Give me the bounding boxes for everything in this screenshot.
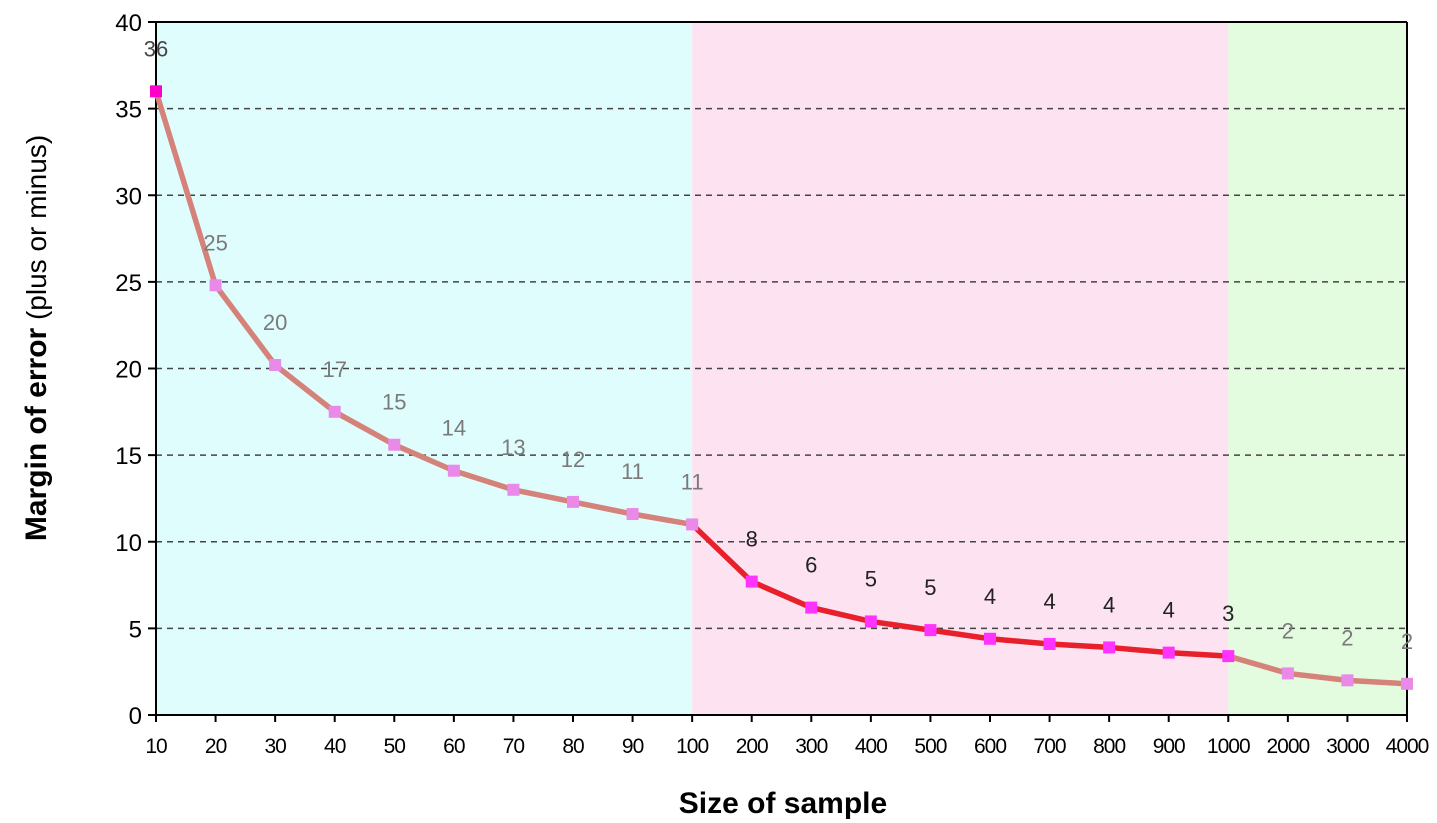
data-label-7: 12 [561, 447, 585, 472]
data-label-1: 25 [203, 230, 227, 255]
data-point-7 [567, 495, 579, 508]
y-tick-label-0: 0 [129, 703, 142, 730]
data-point-9 [686, 518, 699, 531]
x-tick-label-6: 70 [503, 735, 525, 758]
data-point-6 [507, 483, 520, 496]
x-tick-label-18: 1000 [1207, 735, 1250, 758]
y-axis-title-normal: (plus or minus) [21, 135, 52, 328]
data-point-20 [1341, 674, 1354, 687]
x-tick-label-0: 10 [145, 735, 167, 758]
series-line-segment-1 [689, 521, 1232, 659]
data-point-12 [864, 615, 877, 628]
y-tick-label-6: 30 [115, 183, 142, 210]
x-tick-label-9: 100 [676, 735, 708, 758]
data-label-11: 6 [805, 553, 817, 578]
x-tick-label-20: 3000 [1326, 735, 1369, 758]
data-label-10: 8 [746, 527, 758, 552]
data-label-16: 4 [1103, 592, 1115, 617]
series-line-segment-0 [153, 88, 695, 528]
y-tick-label-7: 35 [115, 97, 142, 124]
series-line [153, 88, 1410, 687]
series-markers [150, 85, 1413, 690]
data-point-21 [1401, 677, 1413, 690]
x-axis-title: Size of sample [679, 787, 887, 820]
x-tick-label-11: 300 [795, 735, 827, 758]
data-point-11 [805, 601, 818, 614]
data-point-17 [1162, 646, 1175, 659]
data-label-14: 4 [984, 584, 996, 609]
data-label-2: 20 [263, 310, 287, 335]
data-point-19 [1281, 667, 1294, 680]
data-label-3: 17 [322, 357, 346, 382]
data-point-8 [626, 508, 639, 521]
data-labels: 36 25 20 17 15 14 13 12 11 11 8 6 5 5 4 4 4 4 3 2 2 2 [144, 36, 1413, 654]
axes [148, 21, 1408, 722]
data-point-15 [1043, 637, 1056, 650]
x-tick-label-12: 400 [855, 735, 887, 758]
y-tick-labels: 0 5 10 15 20 25 30 35 40 [115, 10, 142, 730]
data-point-4 [388, 438, 401, 451]
data-point-14 [984, 632, 996, 645]
data-point-0 [150, 85, 162, 98]
x-tick-label-19: 2000 [1266, 735, 1309, 758]
x-tick-label-5: 60 [443, 735, 465, 758]
data-label-19: 2 [1282, 618, 1294, 643]
x-tick-label-14: 600 [974, 735, 1006, 758]
data-label-5: 14 [442, 416, 466, 441]
x-tick-label-2: 30 [264, 735, 286, 758]
data-label-8: 11 [621, 459, 644, 484]
data-label-21: 2 [1401, 629, 1413, 654]
data-point-2 [269, 359, 282, 372]
data-point-16 [1103, 641, 1116, 654]
x-tick-label-15: 700 [1034, 735, 1066, 758]
data-label-12: 5 [865, 566, 877, 591]
y-tick-label-1: 5 [129, 616, 142, 643]
data-point-13 [924, 624, 937, 637]
y-axis-title: Margin of error (plus or minus) [20, 135, 53, 541]
data-label-17: 4 [1163, 598, 1175, 623]
x-tick-label-10: 200 [736, 735, 768, 758]
data-label-9: 11 [681, 469, 704, 494]
x-tick-label-8: 90 [622, 735, 644, 758]
y-tick-label-3: 15 [115, 443, 142, 470]
y-axis-title-bold: Margin of error [20, 327, 53, 541]
x-tick-label-3: 40 [324, 735, 346, 758]
data-point-3 [328, 405, 341, 418]
data-point-1 [209, 279, 222, 292]
data-point-10 [745, 575, 758, 588]
x-tick-label-21: 4000 [1386, 735, 1429, 758]
data-label-0: 36 [144, 36, 168, 61]
data-label-20: 2 [1341, 625, 1353, 650]
x-tick-label-13: 500 [914, 735, 946, 758]
data-label-6: 13 [501, 435, 525, 460]
data-label-15: 4 [1043, 589, 1055, 614]
x-tick-labels: 10 20 30 40 50 60 70 80 90 100 200 300 400 500 600 700 8… [145, 735, 1429, 758]
x-tick-label-17: 900 [1153, 735, 1185, 758]
x-tick-label-4: 50 [384, 735, 406, 758]
x-tick-label-16: 800 [1093, 735, 1125, 758]
y-tick-label-2: 10 [115, 530, 142, 557]
y-tick-label-4: 20 [115, 357, 142, 384]
series-line-segment-2 [1225, 653, 1410, 687]
x-tick-label-1: 20 [205, 735, 227, 758]
y-tick-label-5: 25 [115, 270, 142, 297]
data-label-4: 15 [382, 390, 406, 415]
data-point-5 [447, 464, 460, 477]
data-point-18 [1222, 650, 1235, 663]
data-label-18: 3 [1222, 601, 1234, 626]
data-label-13: 5 [924, 575, 936, 600]
y-tick-label-8: 40 [115, 10, 142, 37]
x-tick-label-7: 80 [562, 735, 584, 758]
